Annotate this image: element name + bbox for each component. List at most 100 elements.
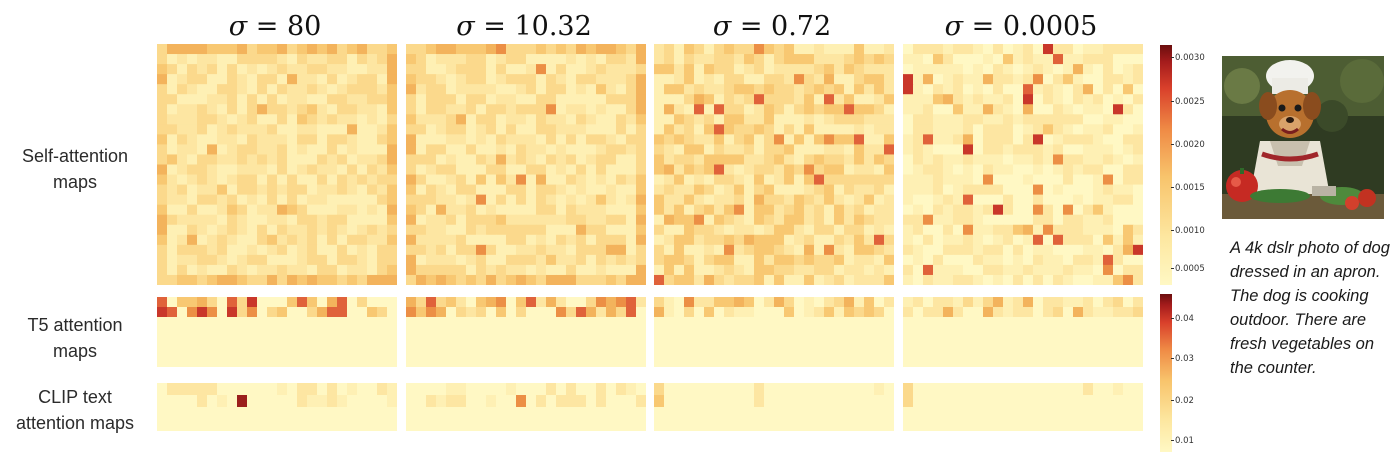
heatmap-cell [704,64,715,75]
heatmap-cell [377,224,388,236]
heatmap-cell [1043,174,1054,186]
heatmap-cell [367,184,378,196]
heatmap-cell [764,395,775,408]
heatmap-cell [247,114,258,125]
heatmap-cell [277,254,288,266]
heatmap-cell [664,407,675,420]
heatmap-cell [943,357,954,367]
heatmap-cell [923,297,934,308]
heatmap-cell [446,395,457,408]
heatmap-cell [884,44,894,55]
heatmap-cell [536,254,547,266]
heatmap-cell [576,264,587,276]
heatmap-cell [764,254,775,266]
heatmap-cell [734,124,745,135]
heatmap-cell [177,184,188,196]
heatmap-cell [406,164,417,176]
heatmap-cell [337,407,348,420]
heatmap-cell [1113,419,1124,431]
heatmap-cell [217,264,228,276]
heatmap-cell [237,234,248,246]
heatmap-cell [1083,395,1094,408]
heatmap-cell [167,407,178,420]
heatmap-cell [207,204,218,216]
heatmap-cell [596,144,607,155]
heatmap-cell [406,144,417,155]
heatmap-cell [297,154,308,165]
heatmap-cell [794,114,805,125]
heatmap-cell [973,74,984,85]
heatmap-cell [337,244,348,256]
heatmap-cell [217,64,228,75]
heatmap-cell [486,244,497,256]
heatmap-cell [387,297,397,308]
heatmap-cell [834,317,845,328]
heatmap-cell [933,54,944,65]
heatmap-cell [297,337,308,348]
heatmap-cell [556,347,567,358]
heatmap-cell [596,194,607,206]
heatmap-cell [1103,383,1114,396]
heatmap-cell [1063,174,1074,186]
heatmap-cell [546,114,557,125]
heatmap-cell [237,54,248,65]
heatmap-cell [506,307,517,318]
heatmap-cell [496,383,507,396]
heatmap-cell [874,244,885,256]
heatmap-cell [1023,84,1034,95]
heatmap-cell [1133,254,1143,266]
heatmap-cell [187,317,198,328]
heatmap-cell [337,114,348,125]
heatmap-cell [1053,144,1064,155]
heatmap-cell [516,114,527,125]
heatmap-cell [337,274,348,285]
heatmap-cell [1053,94,1064,105]
heatmap-cell [446,154,457,165]
heatmap-cell [744,234,755,246]
heatmap-cell [1053,214,1064,226]
heatmap-cell [1023,204,1034,216]
heatmap-cell [546,154,557,165]
heatmap-cell [367,419,378,431]
heatmap-cell [764,337,775,348]
heatmap-cell [576,94,587,105]
heatmap-cell [1053,104,1064,115]
heatmap-cell [626,124,637,135]
heatmap-cell [963,224,974,236]
heatmap-cell [1033,224,1044,236]
heatmap-cell [626,74,637,85]
heatmap-cell [556,164,567,176]
heatmap-cell [466,84,477,95]
heatmap-cell [824,114,835,125]
heatmap-cell [1013,124,1024,135]
heatmap-cell [824,347,835,358]
heatmap-cell [257,347,268,358]
heatmap-cell [674,224,685,236]
heatmap-cell [476,224,487,236]
heatmap-cell [616,154,627,165]
heatmap-cell [1043,395,1054,408]
heatmap-cell [446,224,457,236]
heatmap-cell [983,194,994,206]
heatmap-cell [486,297,497,308]
heatmap-cell [1113,124,1124,135]
heatmap-cell [734,44,745,55]
heatmap-cell [576,144,587,155]
heatmap-cell [307,383,318,396]
heatmap-cell [566,383,577,396]
heatmap-cell [933,154,944,165]
heatmap-cell [674,144,685,155]
heatmap-cell [963,214,974,226]
heatmap-cell [536,264,547,276]
heatmap-cell [157,307,168,318]
heatmap-cell [217,307,228,318]
heatmap-cell [814,214,825,226]
heatmap-cell [704,204,715,216]
heatmap-cell [684,244,695,256]
heatmap-cell [953,297,964,308]
heatmap-cell [636,244,646,256]
heatmap-cell [217,134,228,145]
heatmap-cell [317,327,328,338]
heatmap-cell [764,274,775,285]
heatmap-cell [704,144,715,155]
